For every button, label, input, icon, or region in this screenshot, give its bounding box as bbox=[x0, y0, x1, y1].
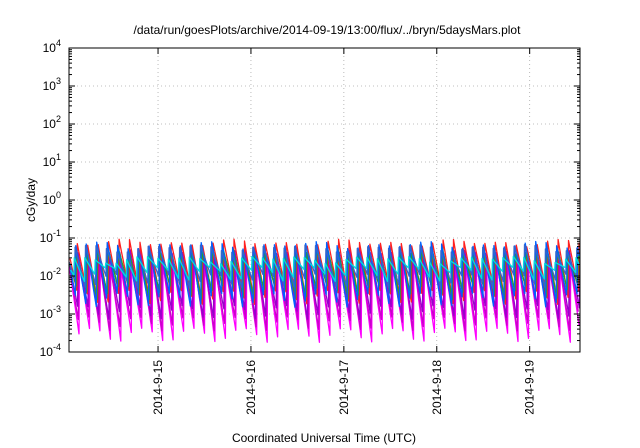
x-tick-label: 2014-9-15 bbox=[151, 360, 165, 415]
x-axis-label: Coordinated Universal Time (UTC) bbox=[232, 431, 416, 445]
y-tick-label: 100 bbox=[43, 190, 61, 207]
y-tick-label: 103 bbox=[43, 76, 61, 93]
x-tick-label: 2014-9-19 bbox=[523, 360, 537, 415]
series-line bbox=[70, 255, 580, 283]
y-tick-label: 10-2 bbox=[40, 266, 61, 283]
y-axis-label: cGy/day bbox=[24, 178, 38, 222]
series-group bbox=[68, 238, 581, 343]
chart-title: /data/run/goesPlots/archive/2014-09-19/1… bbox=[134, 23, 522, 37]
y-tick-label: 102 bbox=[43, 114, 61, 131]
y-axis: 10-4 10-3 10-2 10-1 100 101 102 103 104 bbox=[40, 38, 580, 359]
x-tick-label: 2014-9-18 bbox=[430, 360, 444, 415]
grid bbox=[69, 48, 580, 352]
x-axis: 2014-9-15 2014-9-16 2014-9-17 2014-9-18 2014… bbox=[151, 48, 537, 415]
x-tick-label: 2014-9-17 bbox=[337, 360, 351, 415]
series-line bbox=[69, 240, 580, 308]
y-tick-label: 104 bbox=[43, 38, 61, 55]
y-tick-label: 101 bbox=[43, 152, 61, 169]
y-tick-label: 10-4 bbox=[40, 342, 61, 359]
x-tick-label: 2014-9-16 bbox=[244, 360, 258, 415]
y-tick-label: 10-1 bbox=[40, 228, 61, 245]
y-tick-label: 10-3 bbox=[40, 304, 61, 321]
